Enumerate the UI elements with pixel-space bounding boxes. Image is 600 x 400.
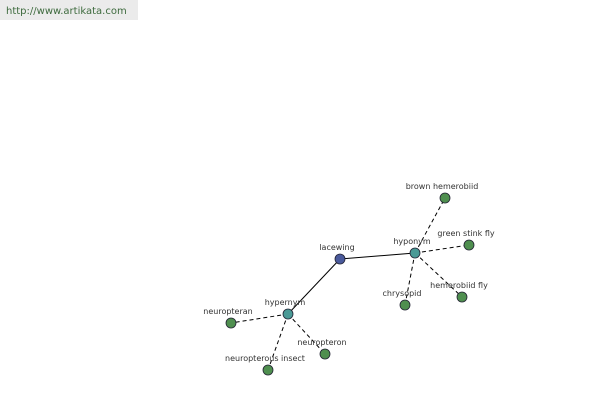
dashed-edge <box>287 313 326 355</box>
node[interactable] <box>282 308 294 320</box>
dashed-edge <box>414 252 463 298</box>
node-label[interactable]: chrysopid <box>383 289 422 298</box>
header-url[interactable]: http://www.artikata.com <box>6 6 127 17</box>
node[interactable] <box>225 317 237 329</box>
node[interactable] <box>399 299 411 311</box>
node[interactable] <box>409 247 421 259</box>
node-label[interactable]: neuropteron <box>297 338 346 347</box>
header-box <box>0 0 138 20</box>
nodes: lacewing hyponym hypernym brown hemerobiid g… <box>203 182 495 376</box>
dashed-edge <box>414 197 446 254</box>
node[interactable] <box>463 239 475 251</box>
dashed-edge <box>267 313 289 371</box>
edges <box>230 197 470 371</box>
node-label[interactable]: green stink fly <box>437 229 494 238</box>
node-label[interactable]: neuropterous insect <box>225 354 305 363</box>
node[interactable] <box>439 192 451 204</box>
node-label[interactable]: brown hemerobiid <box>406 182 479 191</box>
node-label[interactable]: lacewing <box>319 243 354 252</box>
node[interactable] <box>456 291 468 303</box>
dashed-edge <box>404 252 416 306</box>
node[interactable] <box>319 348 331 360</box>
dashed-edge <box>230 313 289 324</box>
node[interactable] <box>334 253 346 265</box>
edge <box>287 258 341 315</box>
node-label[interactable]: hypernym <box>265 298 306 307</box>
node[interactable] <box>262 364 274 376</box>
edge <box>339 252 416 260</box>
node-label[interactable]: hyponym <box>393 237 431 246</box>
node-label[interactable]: neuropteran <box>203 307 252 316</box>
dashed-edge <box>414 244 470 254</box>
node-label[interactable]: hemerobiid fly <box>430 281 488 290</box>
